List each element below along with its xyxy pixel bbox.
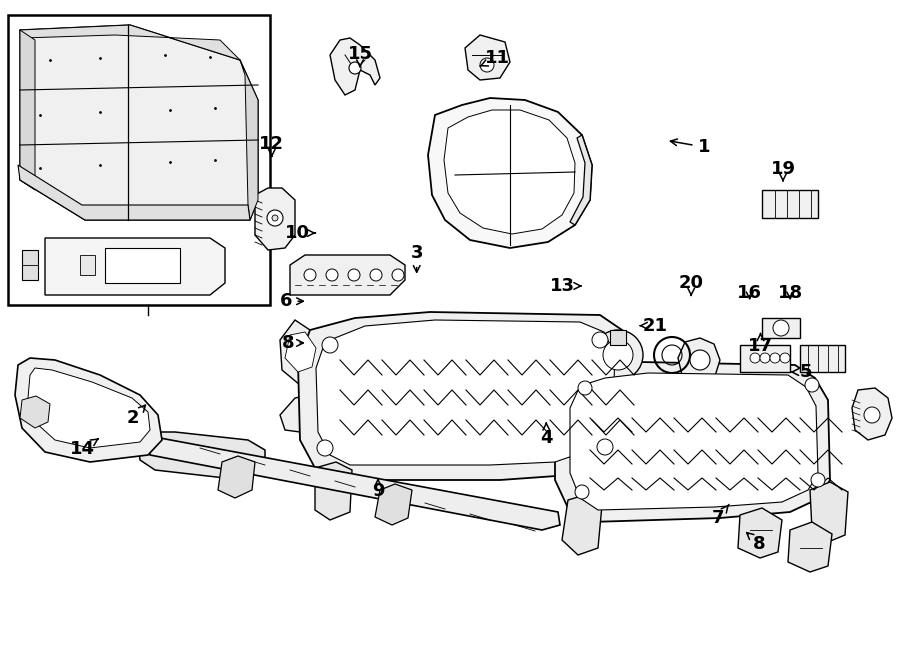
- Polygon shape: [20, 30, 35, 190]
- Polygon shape: [678, 338, 720, 382]
- Polygon shape: [28, 368, 150, 448]
- Polygon shape: [285, 332, 316, 372]
- Circle shape: [348, 269, 360, 281]
- Circle shape: [297, 347, 313, 363]
- Circle shape: [272, 215, 278, 221]
- Circle shape: [773, 320, 789, 336]
- Polygon shape: [800, 345, 845, 372]
- Text: 1: 1: [670, 138, 710, 156]
- Text: 2: 2: [127, 405, 146, 428]
- Text: 14: 14: [70, 439, 98, 458]
- Polygon shape: [45, 238, 225, 295]
- Polygon shape: [465, 35, 510, 80]
- Circle shape: [760, 353, 770, 363]
- Text: 15: 15: [347, 45, 373, 67]
- Text: 10: 10: [284, 224, 315, 242]
- Polygon shape: [810, 482, 848, 542]
- Text: 8: 8: [747, 533, 766, 553]
- Polygon shape: [316, 320, 615, 465]
- Text: 21: 21: [640, 316, 668, 335]
- Polygon shape: [218, 456, 255, 498]
- Polygon shape: [280, 320, 322, 385]
- Polygon shape: [240, 60, 258, 220]
- Polygon shape: [298, 312, 638, 480]
- Polygon shape: [80, 255, 95, 275]
- Text: 8: 8: [282, 334, 303, 352]
- Polygon shape: [428, 98, 592, 248]
- Circle shape: [370, 269, 382, 281]
- Polygon shape: [290, 255, 405, 295]
- Polygon shape: [315, 462, 352, 520]
- Circle shape: [811, 473, 825, 487]
- Circle shape: [575, 485, 589, 499]
- Polygon shape: [605, 452, 642, 510]
- Circle shape: [603, 340, 633, 370]
- Text: 7: 7: [712, 504, 729, 527]
- Circle shape: [578, 381, 592, 395]
- Polygon shape: [570, 373, 818, 510]
- Text: 4: 4: [540, 423, 553, 448]
- Circle shape: [322, 337, 338, 353]
- Polygon shape: [15, 358, 162, 462]
- Polygon shape: [18, 165, 250, 220]
- Polygon shape: [610, 330, 626, 345]
- Circle shape: [304, 269, 316, 281]
- Polygon shape: [762, 190, 818, 218]
- Polygon shape: [105, 248, 180, 283]
- Circle shape: [480, 58, 494, 72]
- Polygon shape: [22, 250, 38, 280]
- Polygon shape: [20, 25, 240, 60]
- Text: 6: 6: [280, 292, 303, 310]
- Polygon shape: [330, 38, 380, 95]
- Polygon shape: [570, 135, 592, 225]
- Circle shape: [392, 269, 404, 281]
- Circle shape: [267, 210, 283, 226]
- Polygon shape: [20, 25, 258, 220]
- Polygon shape: [20, 396, 50, 428]
- Text: 5: 5: [792, 363, 812, 381]
- Polygon shape: [255, 188, 295, 250]
- Circle shape: [326, 269, 338, 281]
- Circle shape: [780, 353, 790, 363]
- Circle shape: [770, 353, 780, 363]
- Circle shape: [597, 439, 613, 455]
- Circle shape: [593, 330, 643, 380]
- Polygon shape: [280, 396, 318, 432]
- Polygon shape: [444, 110, 575, 234]
- Polygon shape: [788, 522, 832, 572]
- Text: 9: 9: [372, 479, 384, 500]
- Polygon shape: [555, 362, 830, 522]
- Text: 13: 13: [550, 277, 581, 295]
- Circle shape: [317, 440, 333, 456]
- Text: 16: 16: [737, 283, 762, 302]
- Text: 11: 11: [480, 49, 510, 68]
- Circle shape: [690, 350, 710, 370]
- Text: 3: 3: [410, 244, 423, 272]
- Polygon shape: [740, 345, 790, 372]
- Polygon shape: [375, 484, 412, 525]
- Circle shape: [864, 407, 880, 423]
- Polygon shape: [138, 432, 265, 478]
- Text: 17: 17: [748, 334, 773, 355]
- Circle shape: [592, 332, 608, 348]
- Polygon shape: [762, 318, 800, 338]
- Circle shape: [349, 62, 361, 74]
- Polygon shape: [738, 508, 782, 558]
- Polygon shape: [852, 388, 892, 440]
- Text: 19: 19: [770, 160, 796, 181]
- Circle shape: [750, 353, 760, 363]
- Text: 20: 20: [679, 274, 704, 295]
- Circle shape: [805, 378, 819, 392]
- Polygon shape: [148, 438, 560, 530]
- Polygon shape: [562, 495, 602, 555]
- Text: 18: 18: [778, 283, 803, 302]
- Text: 12: 12: [259, 135, 284, 156]
- Polygon shape: [8, 15, 270, 305]
